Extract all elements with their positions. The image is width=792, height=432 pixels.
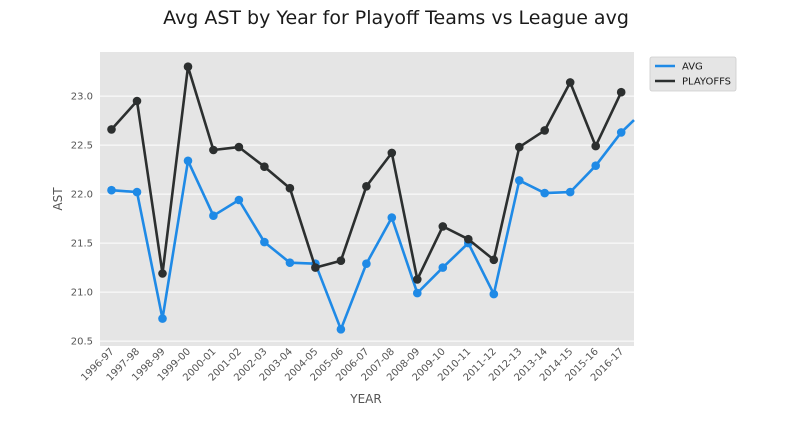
series-point-playoffs [183, 62, 193, 71]
series-point-playoffs [158, 269, 167, 278]
series-layer [107, 62, 635, 334]
series-point-playoffs [540, 126, 549, 135]
series-point-playoffs [260, 162, 269, 171]
y-tick-label: 20.5 [71, 337, 93, 348]
series-point-avg [132, 187, 142, 197]
series-point-playoffs [413, 275, 422, 284]
series-line-avg [111, 119, 635, 331]
y-tick-label: 22.5 [71, 141, 93, 152]
series-point-avg [387, 213, 397, 222]
series-point-playoffs [311, 263, 320, 272]
x-axis-label: YEAR [349, 392, 381, 406]
series-point-avg [183, 156, 193, 166]
series-point-avg [515, 176, 524, 185]
series-point-playoffs [464, 234, 473, 244]
grid-lines [100, 95, 634, 342]
series-point-avg [285, 258, 295, 268]
series-point-avg [438, 263, 448, 272]
series-point-avg [489, 289, 499, 299]
series-point-avg [209, 211, 218, 220]
series-point-playoffs [285, 183, 295, 193]
series-point-avg [540, 188, 549, 198]
series-point-avg [234, 195, 244, 205]
series-point-playoffs [515, 142, 524, 152]
series-point-avg [362, 259, 371, 269]
series-point-avg [158, 314, 167, 323]
series-point-playoffs [209, 145, 218, 155]
series-point-playoffs [565, 78, 575, 87]
series-point-playoffs [336, 256, 346, 266]
series-point-playoffs [107, 125, 116, 134]
series-point-avg [336, 325, 346, 334]
series-point-avg [565, 187, 575, 197]
y-tick-labels: 20.5 21.0 21.5 22.0 22.5 23.0 [71, 92, 93, 348]
series-point-playoffs [362, 182, 371, 191]
series-point-playoffs [132, 96, 142, 106]
series-point-playoffs [387, 148, 397, 158]
series-point-playoffs [489, 255, 499, 265]
legend-label-avg: AVG [682, 62, 703, 73]
y-axis-label: AST [51, 187, 65, 211]
series-point-playoffs [438, 222, 448, 231]
y-tick-label: 21.0 [71, 288, 93, 299]
x-tick-labels: 1996-971997-981998-991999-002000-012001-… [79, 346, 626, 383]
series-point-avg [260, 237, 269, 247]
series-point-avg [107, 185, 116, 195]
y-tick-label: 22.0 [71, 190, 93, 201]
series-point-playoffs [591, 141, 600, 151]
y-tick-label: 23.0 [71, 92, 93, 103]
series-point-avg [413, 288, 422, 298]
plot-background [100, 52, 634, 346]
series-point-avg [591, 161, 600, 170]
y-tick-label: 21.5 [71, 239, 93, 250]
legend: AVG PLAYOFFS [649, 56, 737, 92]
series-point-avg [616, 128, 626, 137]
series-point-playoffs [616, 87, 626, 97]
series-point-playoffs [234, 142, 244, 152]
legend-label-playoffs: PLAYOFFS [682, 77, 731, 88]
chart-title: Avg AST by Year for Playoff Teams vs Lea… [163, 7, 629, 29]
